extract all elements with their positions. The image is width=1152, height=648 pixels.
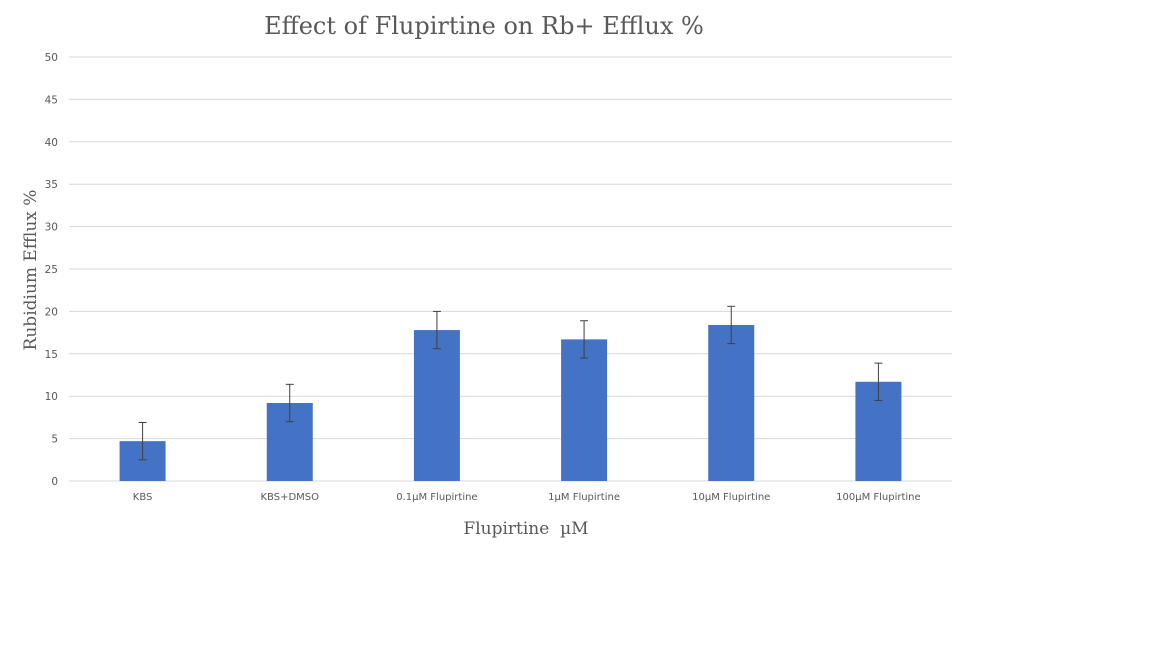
y-tick-label: 20 [45,306,58,318]
bar [561,339,608,481]
y-tick-label: 0 [51,476,58,488]
y-tick-label: 35 [45,179,58,191]
bars [119,324,902,481]
bar [708,324,755,481]
y-tick-label: 25 [45,264,58,276]
x-axis-title: Flupirtine µM [463,519,588,539]
x-category-label: 1µM Flupirtine [548,492,620,503]
x-category-label: 10µM Flupirtine [692,492,770,503]
y-tick-label: 50 [45,52,58,64]
y-tick-label: 30 [45,222,58,234]
y-axis-title: Rubidium Efflux % [21,190,41,351]
y-tick-label: 15 [45,349,58,361]
error-bars [138,305,883,461]
y-tick-label: 10 [45,391,58,403]
chart-title: Effect of Flupirtine on Rb+ Efflux % [264,12,704,40]
y-tick-label: 45 [45,94,58,106]
x-category-label: 0.1µM Flupirtine [396,492,477,503]
x-category-label: KBS [133,492,153,503]
x-axis-categories: KBS KBS+DMSO 0.1µM Flupirtine 1µM Flupirtin… [133,492,921,503]
bar [413,330,460,481]
gridlines [69,56,952,440]
x-category-label: 100µM Flupirtine [836,492,921,503]
x-category-label: KBS+DMSO [260,492,319,503]
y-tick-label: 40 [45,137,58,149]
y-axis-ticks: 0 5 10 15 20 25 30 35 40 45 50 [45,52,58,488]
y-tick-label: 5 [51,434,58,446]
